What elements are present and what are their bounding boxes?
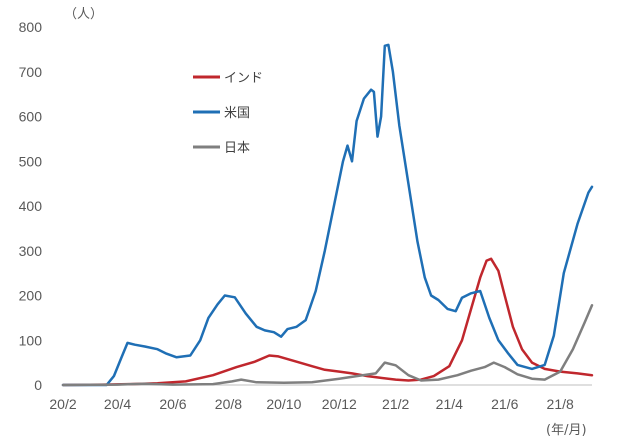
x-axis-unit-label: (年/月) bbox=[546, 423, 587, 438]
y-tick-label: 100 bbox=[19, 332, 43, 348]
series-line bbox=[61, 257, 594, 387]
x-tick-label: 20/12 bbox=[322, 396, 357, 412]
x-tick-label: 21/4 bbox=[436, 396, 463, 412]
series-lines bbox=[61, 43, 594, 387]
x-tick-label: 20/10 bbox=[266, 396, 301, 412]
x-tick-label: 20/8 bbox=[215, 396, 242, 412]
x-tick-label: 20/2 bbox=[49, 396, 76, 412]
y-tick-label: 0 bbox=[34, 377, 42, 393]
y-tick-label: 700 bbox=[19, 64, 43, 80]
x-axis-tick-labels: 20/2 20/4 20/6 20/8 20/10 20/12 21/2 21/4 21/6 21… bbox=[49, 396, 574, 412]
y-tick-label: 500 bbox=[19, 153, 43, 169]
y-tick-label: 200 bbox=[19, 288, 43, 304]
y-axis-unit-label: （人） bbox=[64, 7, 103, 22]
x-tick-label: 21/2 bbox=[382, 396, 409, 412]
y-tick-label: 800 bbox=[19, 19, 43, 35]
series-line bbox=[61, 304, 594, 387]
x-tick-label: 20/4 bbox=[104, 396, 131, 412]
x-tick-label: 21/8 bbox=[547, 396, 574, 412]
legend-label: 日本 bbox=[224, 141, 250, 156]
y-axis-tick-labels: 0 100 200 300 400 500 600 700 800 bbox=[19, 19, 43, 393]
x-tick-label: 21/6 bbox=[491, 396, 518, 412]
x-tick-label: 20/6 bbox=[159, 396, 186, 412]
y-tick-label: 600 bbox=[19, 109, 43, 125]
legend-label: 米国 bbox=[224, 106, 250, 121]
legend-label: インド bbox=[224, 71, 263, 86]
y-tick-label: 400 bbox=[19, 198, 43, 214]
series-line bbox=[61, 43, 594, 387]
y-tick-label: 300 bbox=[19, 243, 43, 259]
